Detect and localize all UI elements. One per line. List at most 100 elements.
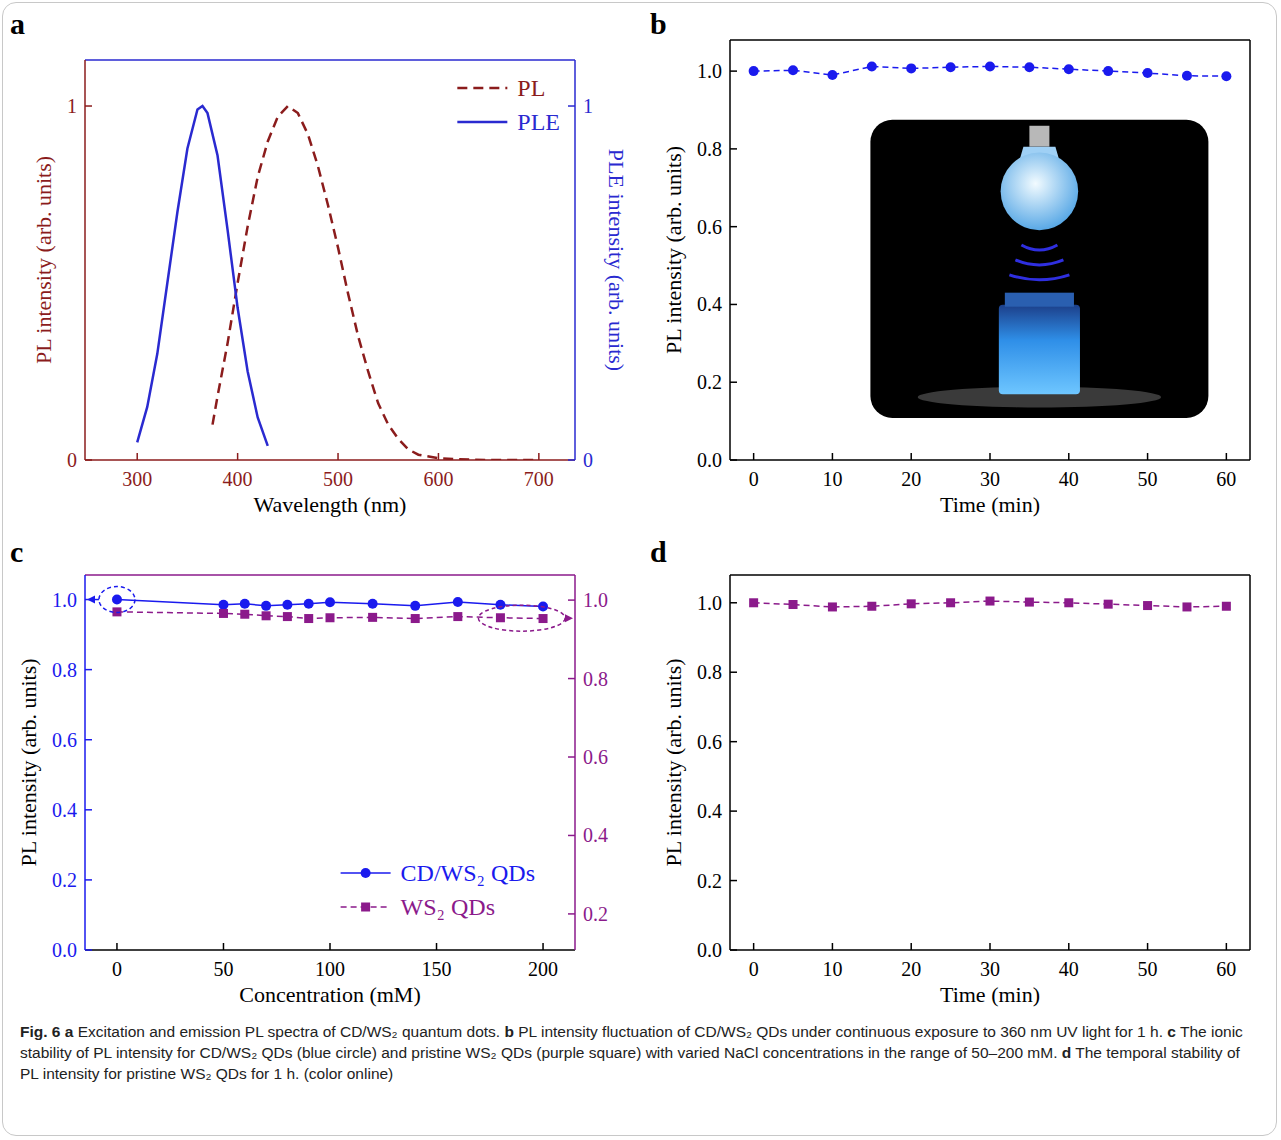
data-point <box>907 599 916 608</box>
panel: b0102030405060Time (min)0.00.20.40.60.81… <box>650 7 1250 517</box>
y-tick-label: 0.2 <box>697 870 722 892</box>
x-axis-title: Concentration (mM) <box>239 982 420 1007</box>
y-tick-label: 0 <box>67 449 77 471</box>
y2-tick <box>568 835 575 837</box>
x-tick <box>1226 453 1228 460</box>
data-point <box>453 597 463 607</box>
x-tick <box>1068 943 1070 950</box>
x-axis-title: Time (min) <box>940 982 1040 1007</box>
data-point <box>827 70 837 80</box>
caption-text: PL intensity fluctuation of CD/WS₂ QDs u… <box>518 1023 1163 1040</box>
data-point <box>112 595 122 605</box>
x-tick-label: 0 <box>112 958 122 980</box>
legend-label: PL <box>517 75 545 101</box>
data-point <box>361 903 370 912</box>
x-tick-label: 40 <box>1059 958 1079 980</box>
y-tick-label: 0.6 <box>52 729 77 751</box>
x-tick-label: 20 <box>901 468 921 490</box>
x-tick-label: 50 <box>1138 468 1158 490</box>
x-axis-title: Wavelength (nm) <box>254 492 407 517</box>
frame-top <box>85 59 575 61</box>
x-tick-label: 150 <box>422 958 452 980</box>
inset-background <box>870 120 1208 418</box>
data-point <box>326 613 335 622</box>
data-point <box>828 602 837 611</box>
caption-letter: c <box>1167 1023 1176 1040</box>
y-axis-title: PL intensity (arb. units) <box>661 658 686 866</box>
x-tick-label: 30 <box>980 958 1000 980</box>
data-point <box>1182 602 1191 611</box>
plot-area <box>749 597 1231 612</box>
x-tick <box>116 943 118 950</box>
x-tick-label: 400 <box>223 468 253 490</box>
data-point <box>240 599 250 609</box>
data-point <box>867 61 877 71</box>
highlight-ellipse <box>478 605 565 631</box>
y-tick <box>730 741 737 743</box>
vial-neck <box>1005 293 1074 307</box>
data-point <box>1103 66 1113 76</box>
panel: d0102030405060Time (min)0.00.20.40.60.81… <box>650 535 1250 1007</box>
data-point <box>1025 598 1034 607</box>
data-point <box>906 63 916 73</box>
data-point <box>1024 62 1034 72</box>
y-tick-label: 0.0 <box>697 939 722 961</box>
x-tick-label: 10 <box>822 468 842 490</box>
y2-tick-label: 0.8 <box>583 668 608 690</box>
data-point <box>453 612 462 621</box>
y-tick-label: 0.4 <box>697 293 722 315</box>
y-axis-title: PL intensity (arb. units) <box>31 156 56 364</box>
y2-tick <box>568 599 575 601</box>
y-tick-label: 0.8 <box>697 661 722 683</box>
y2-tick <box>568 756 575 758</box>
y2-axis-title: PLE intensity (arb. units) <box>604 149 629 371</box>
y-tick-label: 0.2 <box>52 869 77 891</box>
caption-note: (color online) <box>304 1065 394 1082</box>
y2-axis-line <box>574 575 576 950</box>
x-tick <box>753 453 755 460</box>
panel-letter: a <box>10 7 25 40</box>
legend-label: CD/WS₂ QDs <box>401 860 535 886</box>
y-tick-label: 0.4 <box>52 799 77 821</box>
y2-tick-label: 1 <box>583 95 593 117</box>
y-tick <box>730 148 737 150</box>
x-tick-label: 600 <box>423 468 453 490</box>
x-tick <box>436 943 438 950</box>
plot-area <box>749 61 1232 81</box>
light-wave <box>1021 245 1057 250</box>
legend: CD/WS₂ QDsWS₂ QDs <box>341 860 535 920</box>
data-point <box>361 868 371 878</box>
y-tick-label: 0.4 <box>697 800 722 822</box>
data-point <box>946 598 955 607</box>
x-tick-label: 60 <box>1216 958 1236 980</box>
y2-axis-line <box>574 60 576 460</box>
x-tick <box>538 453 540 460</box>
y-tick <box>85 879 92 881</box>
y-tick-label: 1 <box>67 95 77 117</box>
series-line <box>137 106 268 446</box>
y-tick <box>730 381 737 383</box>
y2-tick-label: 0.6 <box>583 746 608 768</box>
y-axis-title: PL intensity (arb. units) <box>16 658 41 866</box>
legend-swatch <box>457 87 507 90</box>
x-tick-label: 50 <box>213 958 233 980</box>
y-tick <box>85 669 92 671</box>
x-tick-label: 0 <box>749 958 759 980</box>
data-point <box>539 614 548 623</box>
x-tick-label: 500 <box>323 468 353 490</box>
light-wave <box>1009 275 1069 280</box>
x-tick-label: 200 <box>528 958 558 980</box>
data-point <box>325 597 335 607</box>
y-tick <box>85 809 92 811</box>
legend-swatch <box>457 121 507 124</box>
x-tick <box>1147 943 1149 950</box>
y-tick <box>730 459 737 461</box>
vial <box>999 305 1080 394</box>
x-tick-label: 50 <box>1138 958 1158 980</box>
plot-area <box>137 106 539 460</box>
y2-axis-line <box>1249 40 1251 460</box>
y-tick-label: 1.0 <box>697 592 722 614</box>
legend-label: PLE <box>517 109 560 135</box>
x-tick <box>989 943 991 950</box>
data-point <box>1064 598 1073 607</box>
